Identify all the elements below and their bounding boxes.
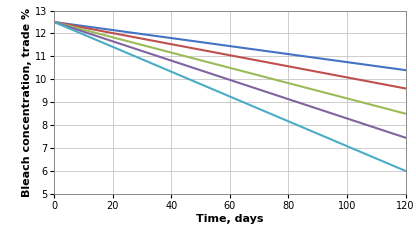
Line: 40 °C: 40 °C bbox=[54, 22, 406, 171]
40 °C bbox=[261, 109, 266, 112]
40 °C bbox=[403, 169, 408, 172]
Line: 20 °C: 20 °C bbox=[54, 22, 406, 88]
25 °C bbox=[348, 98, 353, 101]
15 °C bbox=[403, 69, 408, 71]
20 °C bbox=[370, 81, 375, 84]
40 °C bbox=[370, 156, 375, 158]
15 °C bbox=[370, 64, 375, 67]
30 °C bbox=[348, 118, 353, 121]
25 °C bbox=[403, 112, 408, 115]
30 °C bbox=[260, 89, 265, 92]
X-axis label: Time, days: Time, days bbox=[196, 214, 264, 223]
15 °C bbox=[261, 49, 266, 52]
25 °C bbox=[370, 104, 375, 106]
20 °C bbox=[267, 61, 272, 64]
40 °C bbox=[348, 146, 353, 149]
40 °C bbox=[267, 112, 272, 115]
20 °C bbox=[52, 21, 57, 24]
20 °C bbox=[403, 87, 408, 90]
30 °C bbox=[53, 21, 58, 24]
Y-axis label: Bleach concentration, trade %: Bleach concentration, trade % bbox=[22, 8, 32, 197]
15 °C bbox=[348, 61, 353, 64]
30 °C bbox=[370, 125, 375, 128]
20 °C bbox=[261, 60, 266, 63]
15 °C bbox=[53, 21, 58, 24]
20 °C bbox=[348, 77, 353, 79]
25 °C bbox=[260, 75, 265, 78]
30 °C bbox=[261, 90, 266, 92]
30 °C bbox=[52, 21, 57, 24]
40 °C bbox=[260, 109, 265, 112]
30 °C bbox=[267, 91, 272, 94]
15 °C bbox=[267, 50, 272, 53]
40 °C bbox=[52, 21, 57, 24]
Line: 15 °C: 15 °C bbox=[54, 22, 406, 70]
Line: 25 °C: 25 °C bbox=[54, 22, 406, 114]
25 °C bbox=[267, 77, 272, 79]
15 °C bbox=[260, 49, 265, 52]
25 °C bbox=[261, 75, 266, 78]
30 °C bbox=[403, 136, 408, 139]
20 °C bbox=[53, 21, 58, 24]
40 °C bbox=[53, 21, 58, 24]
15 °C bbox=[52, 21, 57, 24]
Line: 30 °C: 30 °C bbox=[54, 22, 406, 138]
25 °C bbox=[52, 21, 57, 24]
25 °C bbox=[53, 21, 58, 24]
20 °C bbox=[260, 60, 265, 63]
